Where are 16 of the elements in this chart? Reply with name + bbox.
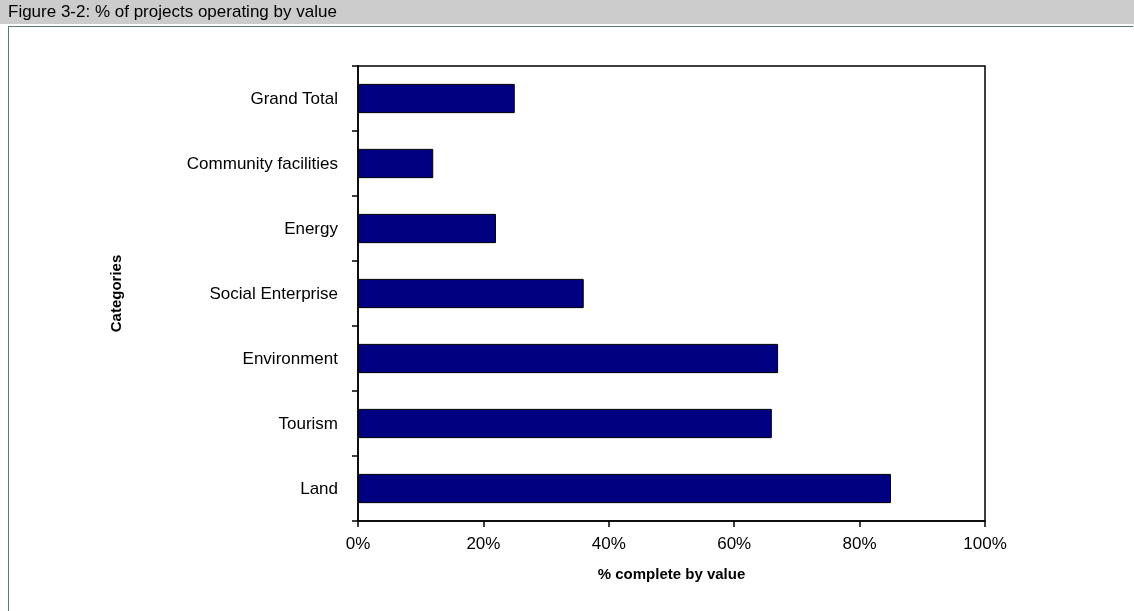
y-axis-title: Categories [107,254,124,333]
y-tick-label: Social Enterprise [209,284,338,303]
x-tick-label: 40% [591,534,626,553]
text: Figure 3-2: % of projects operating by value [0,0,1134,24]
y-tick-label: Grand Total [250,89,338,108]
x-tick-label: 0% [345,534,371,553]
y-tick-label: Land [300,479,338,498]
x-tick-label: 80% [842,534,877,553]
x-axis-title: % complete by value [597,565,746,582]
x-tick-label: 20% [466,534,501,553]
y-tick-label: Energy [284,219,339,238]
x-tick-label: 60% [717,534,752,553]
y-tick-label: Tourism [278,414,338,433]
x-tick-label: 100% [963,534,1007,553]
y-tick-label: Community facilities [186,154,338,173]
y-tick-label: Environment [242,349,339,368]
